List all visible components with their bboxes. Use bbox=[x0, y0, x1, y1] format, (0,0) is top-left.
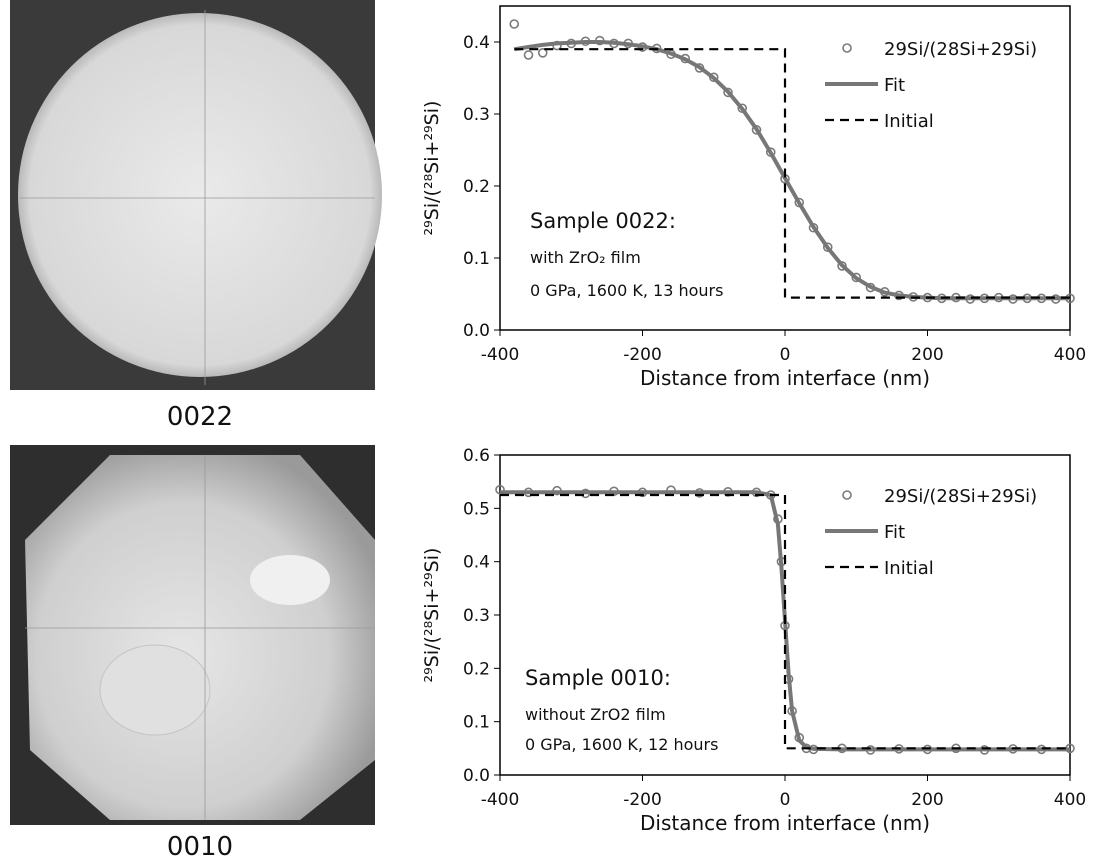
x-tick-label: -400 bbox=[481, 345, 520, 365]
y-tick-label: 0.1 bbox=[463, 249, 490, 269]
data-point bbox=[837, 261, 847, 271]
x-tick-label: -200 bbox=[623, 345, 662, 365]
data-point bbox=[537, 47, 548, 58]
y-axis-label: ²⁹Si/(²⁸Si+²⁹Si) bbox=[421, 548, 443, 683]
legend-label: Initial bbox=[884, 558, 934, 579]
y-tick-label: 0.3 bbox=[463, 105, 490, 125]
x-axis-label: Distance from interface (nm) bbox=[640, 366, 930, 390]
initial-line bbox=[514, 48, 1070, 299]
legend-label: 29Si/(28Si+29Si) bbox=[884, 486, 1037, 507]
legend-symbol bbox=[842, 490, 852, 500]
x-tick-label: 400 bbox=[1054, 345, 1086, 365]
photo-label: 0022 bbox=[167, 402, 233, 432]
x-tick-label: 200 bbox=[911, 345, 943, 365]
legend-label: Initial bbox=[884, 111, 934, 132]
photo-0022 bbox=[10, 0, 382, 390]
photo-label: 0010 bbox=[167, 832, 233, 860]
x-tick-label: 400 bbox=[1054, 790, 1086, 810]
x-tick-label: 0 bbox=[780, 790, 791, 810]
annotation: 0 GPa, 1600 K, 13 hours bbox=[530, 281, 723, 300]
annotation: Sample 0010: bbox=[525, 666, 671, 690]
annotation: with ZrO₂ film bbox=[530, 248, 641, 267]
data-point bbox=[822, 242, 833, 252]
data-point bbox=[851, 272, 862, 283]
annotation: without ZrO2 film bbox=[525, 705, 666, 724]
x-tick-label: -400 bbox=[481, 790, 520, 810]
x-tick-label: 200 bbox=[911, 790, 943, 810]
y-tick-label: 0.2 bbox=[463, 177, 490, 197]
legend-label: 29Si/(28Si+29Si) bbox=[884, 39, 1037, 60]
data-point bbox=[723, 87, 733, 98]
data-point bbox=[523, 50, 534, 60]
photo-0010 bbox=[10, 445, 375, 825]
annotation: Sample 0022: bbox=[530, 209, 676, 233]
x-axis-label: Distance from interface (nm) bbox=[640, 811, 930, 835]
legend-symbol bbox=[842, 43, 852, 53]
initial-line bbox=[500, 493, 1070, 750]
annotation: 0 GPa, 1600 K, 12 hours bbox=[525, 735, 718, 754]
chart: 0.0 0.1 0.2 0.3 0.4 -400 -200 0 200 400 Distance f… bbox=[421, 5, 1086, 390]
y-tick-label: 0.3 bbox=[463, 606, 490, 626]
x-tick-label: 0 bbox=[780, 345, 791, 365]
y-tick-label: 0.0 bbox=[463, 321, 490, 341]
y-tick-label: 0.0 bbox=[463, 766, 490, 786]
y-tick-label: 0.2 bbox=[463, 659, 490, 679]
y-tick-label: 0.6 bbox=[463, 446, 490, 466]
fit-line bbox=[500, 490, 1070, 752]
y-tick-label: 0.4 bbox=[463, 33, 490, 53]
y-tick-label: 0.5 bbox=[463, 499, 490, 519]
legend-label: Fit bbox=[884, 522, 905, 543]
y-tick-label: 0.4 bbox=[463, 553, 490, 573]
y-tick-label: 0.1 bbox=[463, 713, 490, 733]
legend-label: Fit bbox=[884, 75, 905, 96]
data-point bbox=[509, 19, 520, 29]
y-axis-label: ²⁹Si/(²⁸Si+²⁹Si) bbox=[421, 101, 443, 236]
x-tick-label: -200 bbox=[623, 790, 662, 810]
chart: 0.0 0.1 0.2 0.3 0.4 0.5 0.6 -400 -200 0 200 400 Dist… bbox=[421, 446, 1086, 835]
